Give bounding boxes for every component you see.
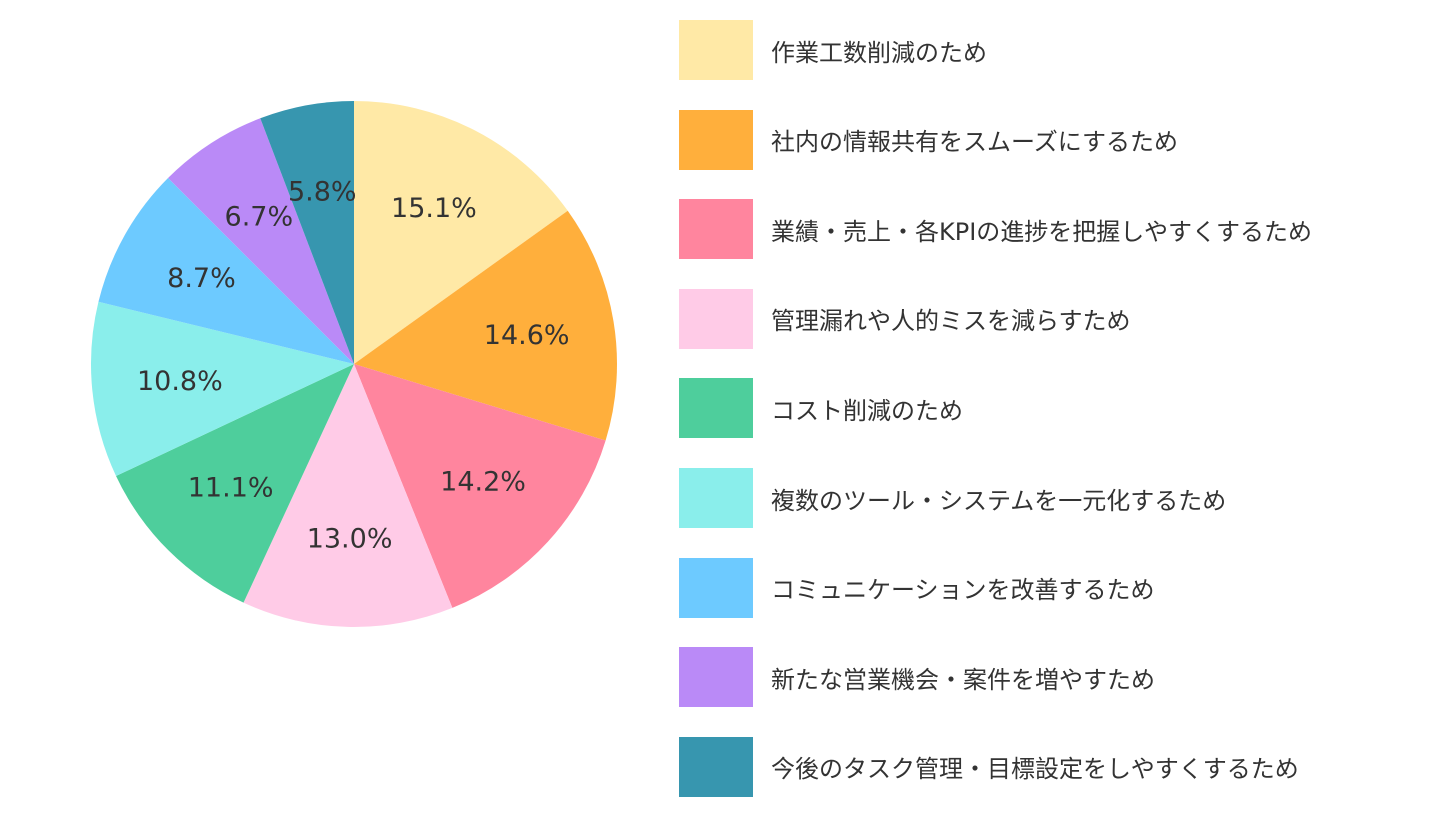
- slice-value-label: 13.0%: [307, 523, 393, 554]
- legend-label: 複数のツール・システムを一元化するため: [771, 486, 1227, 515]
- legend-item: 複数のツール・システムを一元化するため: [679, 468, 1226, 528]
- legend-swatch: [679, 736, 753, 797]
- pie-slice: [168, 118, 354, 364]
- legend-label: 業績・売上・各KPIの進捗を把握しやすくするため: [771, 217, 1313, 246]
- legend-label: 今後のタスク管理・目標設定をしやすくするため: [771, 755, 1299, 784]
- legend-item: 社内の情報共有をスムーズにするため: [679, 109, 1179, 170]
- legend-swatch: [679, 647, 753, 708]
- slice-value-label: 14.2%: [440, 467, 526, 498]
- pie-slice: [354, 210, 617, 441]
- legend-item: コミュニケーションを改善するため: [679, 557, 1155, 618]
- pie-slice: [90, 301, 354, 476]
- pie-slice: [98, 178, 355, 364]
- slice-value-label: 5.8%: [288, 176, 357, 207]
- legend-item: 新たな営業機会・案件を増やすため: [679, 647, 1155, 708]
- legend-item: 今後のタスク管理・目標設定をしやすくするため: [679, 736, 1299, 797]
- legend-label: コミュニケーションを改善するため: [771, 576, 1155, 605]
- legend-label: 管理漏れや人的ミスを減らすため: [771, 307, 1131, 336]
- legend-swatch: [679, 468, 753, 528]
- pie-slice: [354, 364, 606, 608]
- legend-label: 社内の情報共有をスムーズにするため: [771, 128, 1179, 157]
- legend-item: 管理漏れや人的ミスを減らすため: [679, 288, 1131, 349]
- legend-label: 作業工数削減のため: [771, 38, 987, 67]
- legend-swatch: [679, 288, 753, 349]
- pie-slice-labels: 15.1% 14.6% 14.2% 13.0% 11.1% 10.8% 8.7% 6.7%5.…: [137, 176, 570, 554]
- slice-value-label: 11.1%: [188, 473, 274, 504]
- pie-slice: [354, 101, 568, 364]
- legend-item: 作業工数削減のため: [679, 20, 987, 80]
- pie-slice: [260, 101, 354, 364]
- legend-swatch: [679, 378, 753, 439]
- legend-swatch: [679, 199, 753, 260]
- pie-chart: 15.1% 14.6% 14.2% 13.0% 11.1% 10.8% 8.7% 6.7%5.…: [90, 101, 617, 627]
- legend-swatch: [679, 109, 753, 170]
- legend-swatch: [679, 557, 753, 618]
- pie-slice: [243, 364, 453, 627]
- slice-value-label: 8.7%: [167, 263, 236, 294]
- legend-item: 業績・売上・各KPIの進捗を把握しやすくするため: [679, 199, 1313, 260]
- legend-label: コスト削減のため: [771, 396, 963, 425]
- slice-value-label: 15.1%: [391, 193, 477, 224]
- legend-swatch: [679, 20, 753, 80]
- pie-slices: [90, 101, 617, 627]
- slice-value-label: 14.6%: [484, 320, 570, 351]
- slice-value-label: 10.8%: [137, 366, 223, 397]
- legend-item: コスト削減のため: [679, 378, 963, 439]
- pie-slice: [116, 364, 354, 603]
- slice-value-label: 6.7%: [225, 202, 294, 233]
- legend-label: 新たな営業機会・案件を増やすため: [771, 665, 1155, 694]
